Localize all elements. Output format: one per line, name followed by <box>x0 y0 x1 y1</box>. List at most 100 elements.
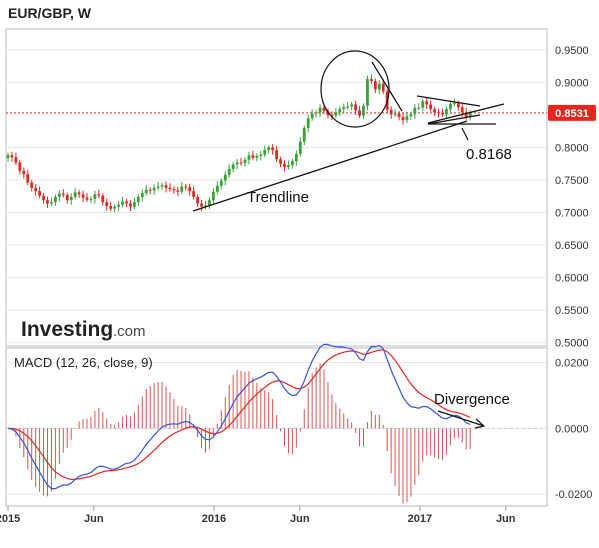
candle[interactable] <box>129 199 132 212</box>
candle[interactable] <box>219 178 223 190</box>
candle[interactable] <box>38 186 41 199</box>
candle[interactable] <box>279 156 282 168</box>
candle[interactable] <box>69 193 73 205</box>
candle[interactable] <box>204 200 207 210</box>
candle[interactable] <box>330 111 334 121</box>
candle[interactable] <box>425 97 429 110</box>
candle[interactable] <box>366 75 369 111</box>
candle[interactable] <box>101 193 105 206</box>
candle[interactable] <box>377 80 381 95</box>
candle[interactable] <box>401 113 405 125</box>
candle[interactable] <box>109 201 113 212</box>
candle[interactable] <box>243 157 247 167</box>
candle[interactable] <box>437 108 440 118</box>
candle[interactable] <box>117 201 120 212</box>
candle[interactable] <box>334 107 338 119</box>
candle[interactable] <box>164 181 168 193</box>
candle[interactable] <box>176 186 180 197</box>
candle[interactable] <box>255 153 259 162</box>
candle[interactable] <box>133 197 136 210</box>
candle[interactable] <box>393 109 397 117</box>
candle[interactable] <box>227 164 231 178</box>
candle[interactable] <box>200 199 203 212</box>
candle[interactable] <box>235 158 239 169</box>
candle[interactable] <box>267 144 271 154</box>
candle[interactable] <box>350 101 354 111</box>
candle[interactable] <box>223 171 227 186</box>
candle[interactable] <box>215 181 219 195</box>
candle[interactable] <box>362 103 365 120</box>
candle[interactable] <box>93 190 97 204</box>
candle[interactable] <box>42 193 45 204</box>
candle[interactable] <box>34 184 38 196</box>
candle[interactable] <box>6 152 10 162</box>
candle[interactable] <box>314 109 318 118</box>
candle[interactable] <box>22 167 26 179</box>
candlestick-series[interactable] <box>6 74 472 213</box>
candle[interactable] <box>452 98 456 107</box>
candle[interactable] <box>14 152 18 166</box>
price-pane[interactable] <box>5 28 548 347</box>
candle[interactable] <box>113 204 117 213</box>
candle[interactable] <box>208 197 211 209</box>
candle[interactable] <box>231 161 235 173</box>
candle[interactable] <box>263 145 267 158</box>
candle[interactable] <box>294 150 298 166</box>
candle[interactable] <box>136 194 140 206</box>
candle[interactable] <box>346 101 350 110</box>
candle[interactable] <box>421 98 425 112</box>
candle[interactable] <box>152 184 156 195</box>
candle[interactable] <box>77 189 81 198</box>
candle[interactable] <box>445 106 448 118</box>
candle[interactable] <box>50 197 53 207</box>
candle[interactable] <box>354 100 357 115</box>
candle[interactable] <box>144 185 148 196</box>
candle[interactable] <box>318 104 322 117</box>
candle[interactable] <box>172 186 176 195</box>
candle[interactable] <box>287 160 290 170</box>
candle[interactable] <box>160 182 164 191</box>
candle[interactable] <box>192 186 196 200</box>
candle[interactable] <box>54 194 57 206</box>
candle[interactable] <box>275 145 278 162</box>
candle[interactable] <box>298 137 302 157</box>
candle[interactable] <box>97 189 101 199</box>
candle[interactable] <box>259 151 263 161</box>
candle[interactable] <box>61 189 65 198</box>
candle[interactable] <box>306 114 310 133</box>
candle[interactable] <box>433 106 436 116</box>
candle[interactable] <box>381 79 385 95</box>
candle[interactable] <box>358 105 361 119</box>
candle[interactable] <box>140 189 144 202</box>
candle[interactable] <box>148 187 152 195</box>
candle[interactable] <box>247 151 251 165</box>
candle[interactable] <box>389 106 393 119</box>
candle[interactable] <box>121 196 124 208</box>
candle[interactable] <box>26 169 30 186</box>
candle[interactable] <box>18 159 22 175</box>
candle[interactable] <box>409 111 413 120</box>
candle[interactable] <box>449 100 452 114</box>
candle[interactable] <box>370 74 373 84</box>
candle[interactable] <box>283 160 286 172</box>
candle[interactable] <box>239 157 243 166</box>
candle[interactable] <box>65 192 69 204</box>
candle[interactable] <box>10 151 14 162</box>
candle[interactable] <box>105 198 109 211</box>
candle[interactable] <box>196 194 199 208</box>
candle[interactable] <box>417 103 421 111</box>
candle[interactable] <box>156 181 160 191</box>
candle[interactable] <box>397 111 401 121</box>
candle[interactable] <box>212 188 215 205</box>
candle[interactable] <box>81 190 85 203</box>
candle[interactable] <box>413 104 417 119</box>
candle[interactable] <box>338 106 342 116</box>
candle[interactable] <box>46 196 49 209</box>
candle[interactable] <box>342 103 346 114</box>
candle[interactable] <box>302 125 306 146</box>
candle[interactable] <box>184 183 188 191</box>
candle[interactable] <box>188 183 192 196</box>
candle[interactable] <box>30 180 34 192</box>
candle[interactable] <box>57 190 61 202</box>
